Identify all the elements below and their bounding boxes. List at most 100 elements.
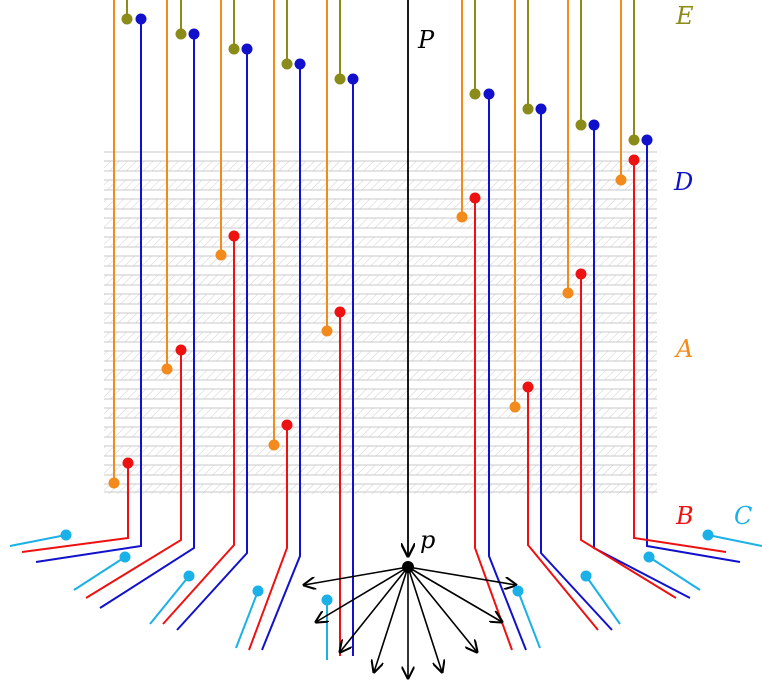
red-dot xyxy=(522,381,534,393)
olive-dot xyxy=(175,28,187,40)
orange-dot xyxy=(562,287,574,299)
orange-dot xyxy=(456,211,468,223)
orange-dot xyxy=(509,401,521,413)
blue-dot xyxy=(641,134,653,146)
orange-dot xyxy=(161,363,173,375)
red-line xyxy=(21,463,129,553)
label-C: C xyxy=(734,502,752,530)
cyan-dot xyxy=(512,585,524,597)
stratum-hatch xyxy=(104,332,657,342)
stratum-hatch xyxy=(104,313,657,323)
blue-dot xyxy=(294,58,306,70)
orange-dot xyxy=(268,439,280,451)
cyan-dot xyxy=(643,551,655,563)
cyan-line xyxy=(235,590,259,649)
cyan-line xyxy=(149,575,190,625)
label-P: P xyxy=(417,26,435,54)
olive-dot xyxy=(334,73,346,85)
label-E: E xyxy=(675,2,694,30)
stratum-hatch xyxy=(104,161,657,171)
cyan-dot xyxy=(119,551,131,563)
red-dot xyxy=(228,230,240,242)
blue-line xyxy=(540,109,613,631)
red-line xyxy=(85,350,182,599)
blue-line xyxy=(646,140,741,563)
orange-dot xyxy=(321,325,333,337)
blue-dot xyxy=(135,13,147,25)
red-dot xyxy=(122,457,134,469)
stratum-hatch xyxy=(104,256,657,266)
olive-dot xyxy=(469,88,481,100)
red-dot xyxy=(281,419,293,431)
cyan-line xyxy=(73,556,126,591)
olive-dot xyxy=(575,119,587,131)
cyan-dot xyxy=(321,594,333,606)
point-p xyxy=(402,561,414,573)
stratum-hatch xyxy=(104,351,657,361)
cyan-dot xyxy=(580,570,592,582)
fan-arrow xyxy=(407,566,516,585)
red-line xyxy=(162,236,235,625)
fan-arrow xyxy=(407,566,477,652)
blue-line xyxy=(35,19,142,563)
blue-line xyxy=(99,34,195,609)
label-D: D xyxy=(673,168,693,196)
blue-dot xyxy=(188,28,200,40)
cyan-line xyxy=(707,534,762,547)
olive-dot xyxy=(522,103,534,115)
fan-arrow xyxy=(340,566,409,652)
blue-line xyxy=(176,49,248,631)
cyan-dot xyxy=(60,529,72,541)
orange-dot xyxy=(108,477,120,489)
olive-dot xyxy=(121,13,133,25)
stratum-hatch xyxy=(104,199,657,209)
red-dot xyxy=(628,154,640,166)
label-B: B xyxy=(675,502,694,530)
fan-arrow xyxy=(374,566,409,672)
strata-band xyxy=(104,151,657,494)
stratum-hatch xyxy=(104,218,657,228)
fan-arrow xyxy=(407,566,442,672)
label-A: A xyxy=(674,335,693,363)
red-dot xyxy=(575,268,587,280)
olive-dot xyxy=(281,58,293,70)
blue-dot xyxy=(347,73,359,85)
stratum-hatch xyxy=(104,275,657,285)
blue-line xyxy=(488,94,527,651)
cyan-dot xyxy=(252,585,264,597)
olive-dot xyxy=(228,43,240,55)
red-line xyxy=(633,160,727,553)
stratum-hatch xyxy=(104,180,657,190)
stratum-hatch xyxy=(104,446,657,456)
cyan-line xyxy=(517,590,541,649)
fan-arrow xyxy=(304,566,409,585)
orange-dot xyxy=(615,174,627,186)
fiber-lines xyxy=(9,0,762,660)
blue-dot xyxy=(241,43,253,55)
stratum-hatch xyxy=(104,294,657,304)
label-p: p xyxy=(420,526,435,554)
blue-dot xyxy=(535,103,547,115)
stratum-hatch xyxy=(104,370,657,380)
stratum-hatch xyxy=(104,389,657,399)
cyan-dot xyxy=(702,529,714,541)
fan-arrow xyxy=(316,566,409,622)
red-dot xyxy=(334,306,346,318)
red-dot xyxy=(175,344,187,356)
red-line xyxy=(580,274,677,599)
fan-arrow xyxy=(407,566,502,622)
arrow-fan xyxy=(304,566,516,678)
red-dot xyxy=(469,192,481,204)
stratum-hatch xyxy=(104,237,657,247)
dots xyxy=(60,13,714,606)
stratum-hatch xyxy=(104,408,657,418)
blue-line xyxy=(261,64,301,651)
stratum-hatch xyxy=(104,465,657,475)
blue-dot xyxy=(588,119,600,131)
cyan-line xyxy=(648,556,701,591)
cyan-line xyxy=(9,534,67,547)
cyan-line xyxy=(585,575,621,625)
blue-dot xyxy=(483,88,495,100)
olive-dot xyxy=(628,134,640,146)
